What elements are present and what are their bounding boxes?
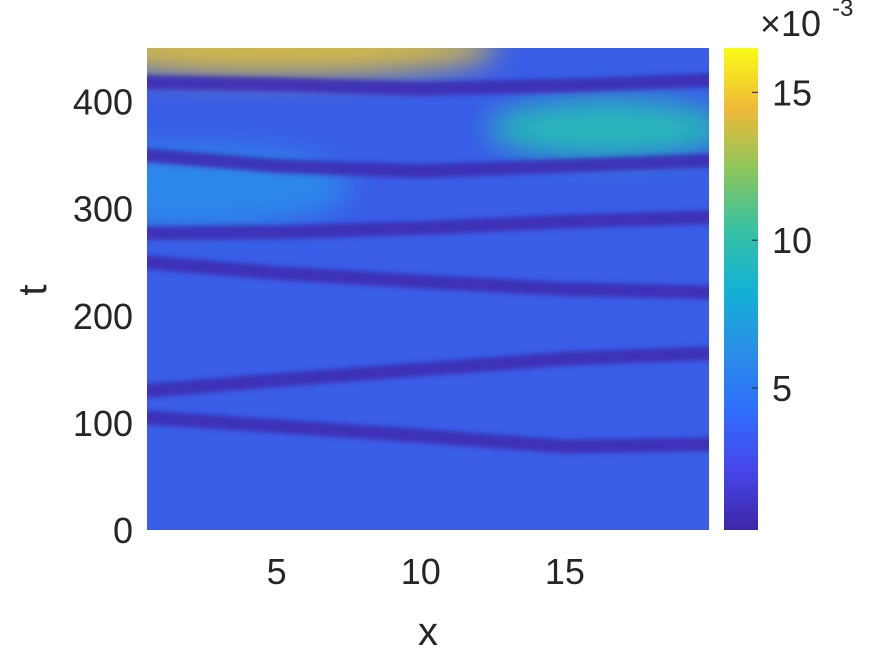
y-tick-label: 300 xyxy=(73,189,133,230)
x-axis-ticks: 5 10 15 xyxy=(267,551,585,592)
valley-curve-4 xyxy=(147,210,709,241)
valley-curve-2 xyxy=(147,346,709,398)
y-tick-label: 400 xyxy=(73,82,133,123)
colorbar-exponent-label: ×10 xyxy=(760,3,821,44)
valley-curve-1 xyxy=(147,410,709,454)
bright-region-2 xyxy=(488,98,709,159)
valley-curve-6 xyxy=(147,73,709,96)
colorbar-exponent-power: -3 xyxy=(832,0,853,22)
heatmap-bright-regions xyxy=(147,48,709,228)
bright-region-1 xyxy=(147,48,497,76)
x-tick-label: 5 xyxy=(267,551,287,592)
y-tick-label: 0 xyxy=(113,510,133,551)
colorbar-ticks: 5 10 15 xyxy=(752,72,812,409)
x-tick-label: 15 xyxy=(545,551,585,592)
valley-curve-5 xyxy=(147,148,709,179)
x-tick-label: 10 xyxy=(401,551,441,592)
heatmap-plot-area xyxy=(147,48,709,530)
colorbar-tick-label: 10 xyxy=(772,220,812,261)
y-axis-label: t xyxy=(11,284,55,295)
colorbar-gradient xyxy=(724,48,758,530)
colorbar: 5 10 15 ×10 -3 xyxy=(724,0,853,530)
heatmap-dark-valleys xyxy=(147,73,709,454)
x-axis-label: x xyxy=(418,610,438,654)
valley-curve-3 xyxy=(147,255,709,300)
y-axis-ticks: 0 100 200 300 400 xyxy=(73,82,133,551)
colorbar-tick-label: 15 xyxy=(772,72,812,113)
colorbar-tick-label: 5 xyxy=(772,368,792,409)
y-tick-label: 100 xyxy=(73,403,133,444)
y-tick-label: 200 xyxy=(73,296,133,337)
